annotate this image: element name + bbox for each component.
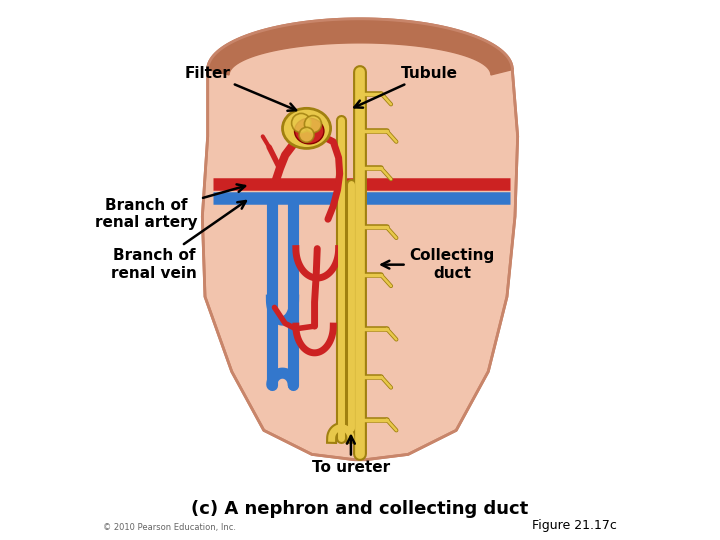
Text: Branch of
renal vein: Branch of renal vein <box>112 201 246 281</box>
Text: Figure 21.17c: Figure 21.17c <box>531 519 616 532</box>
Text: (c) A nephron and collecting duct: (c) A nephron and collecting duct <box>192 501 528 518</box>
Circle shape <box>292 113 311 133</box>
Polygon shape <box>207 19 513 75</box>
Text: Collecting
duct: Collecting duct <box>382 248 495 281</box>
Circle shape <box>299 127 314 142</box>
Circle shape <box>305 116 322 133</box>
Text: To ureter: To ureter <box>312 436 390 475</box>
Text: Tubule: Tubule <box>354 65 458 107</box>
Ellipse shape <box>294 118 324 144</box>
Text: Branch of
renal artery: Branch of renal artery <box>95 184 245 230</box>
Ellipse shape <box>282 109 330 148</box>
Polygon shape <box>202 19 518 460</box>
Text: © 2010 Pearson Education, Inc.: © 2010 Pearson Education, Inc. <box>104 523 236 532</box>
Text: Filter: Filter <box>185 65 296 111</box>
